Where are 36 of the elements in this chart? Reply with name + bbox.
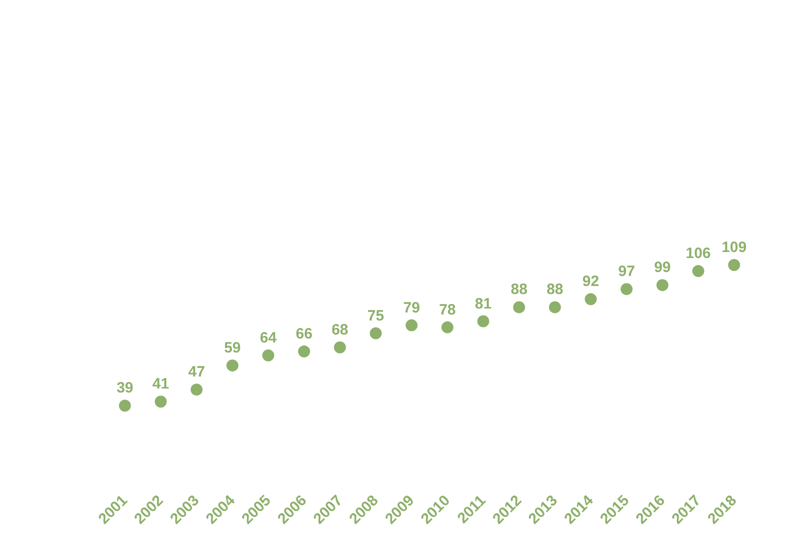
data-label: 41 — [152, 376, 170, 393]
data-label: 47 — [188, 364, 205, 381]
point — [406, 319, 418, 332]
point — [334, 341, 346, 354]
data-label: 64 — [260, 329, 278, 346]
point — [226, 359, 238, 372]
data-label: 88 — [546, 281, 564, 298]
point — [656, 279, 668, 292]
point — [441, 321, 454, 334]
point — [298, 345, 310, 358]
point — [190, 384, 203, 396]
data-label: 68 — [332, 321, 348, 338]
data-label: 88 — [510, 281, 528, 298]
data-label: 109 — [722, 239, 747, 256]
point — [513, 301, 526, 314]
data-label: 81 — [474, 295, 492, 312]
point — [728, 259, 740, 271]
data-label: 79 — [403, 299, 420, 316]
data-label: 78 — [439, 301, 456, 318]
data-label: 99 — [654, 259, 671, 276]
point — [584, 293, 597, 306]
data-label: 39 — [116, 380, 134, 397]
point — [548, 301, 561, 314]
data-label: 75 — [367, 307, 384, 324]
point — [370, 327, 382, 340]
data-label: 92 — [582, 273, 600, 290]
point — [118, 400, 131, 412]
point — [620, 283, 633, 296]
data-label: 59 — [224, 339, 241, 356]
point — [692, 265, 704, 278]
data-label: 66 — [296, 325, 312, 342]
point — [154, 396, 167, 408]
data-label: 106 — [686, 245, 711, 262]
point — [477, 315, 490, 328]
data-label: 97 — [618, 263, 635, 280]
point — [262, 349, 274, 362]
